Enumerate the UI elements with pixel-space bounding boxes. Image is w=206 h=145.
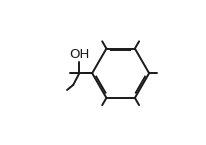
Text: OH: OH	[69, 48, 90, 61]
